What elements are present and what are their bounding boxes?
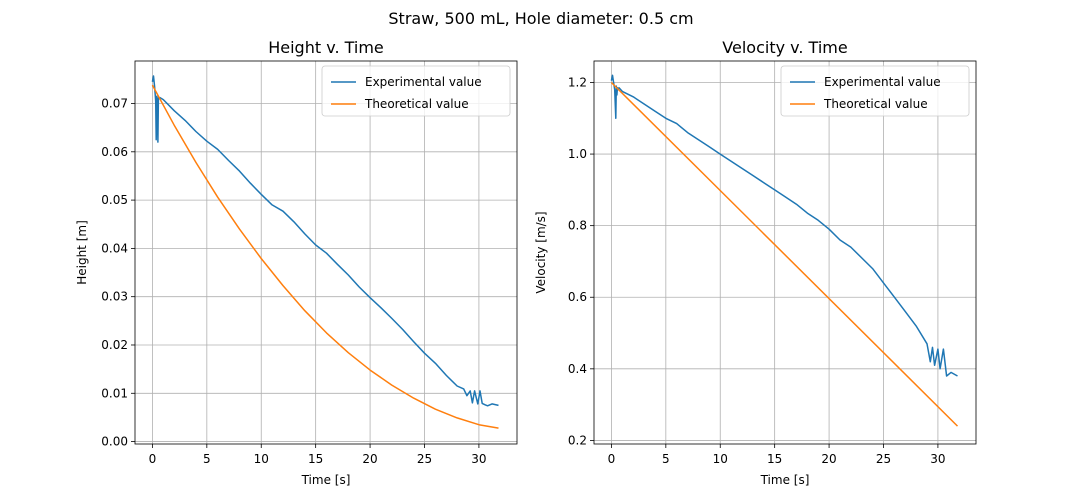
height-xtick-label-1: 5 — [203, 452, 211, 466]
velocity-ylabel: Velocity [m/s] — [534, 211, 548, 293]
velocity-xtick-label-6: 30 — [930, 452, 945, 466]
velocity-legend-box — [780, 65, 970, 117]
velocity-ytick-label-1: 0.4 — [568, 362, 587, 376]
height-xlabel: Time [s] — [301, 473, 351, 487]
height-ytick-label-3: 0.03 — [101, 290, 128, 304]
velocity-series-1-line — [610, 81, 959, 427]
velocity-legend-label-1: Theoretical value — [823, 97, 928, 111]
velocity-legend: Experimental value Theoretical value — [780, 65, 970, 117]
velocity-axes-frame — [593, 60, 977, 445]
height-title: Height v. Time — [268, 38, 384, 57]
height-ytick-label-4: 0.04 — [101, 241, 128, 255]
height-xtick-label-3: 15 — [308, 452, 323, 466]
height-chart: 0 5 10 15 20 25 30 0.00 0.01 0.02 0.03 0.04 0.05 0.06… — [75, 38, 518, 487]
velocity-ytick-label-2: 0.6 — [568, 290, 587, 304]
height-series-1-line — [151, 84, 499, 429]
height-series-0-line — [151, 75, 499, 407]
height-xtick-label-2: 10 — [254, 452, 269, 466]
height-legend-label-1: Theoretical value — [364, 97, 469, 111]
height-ytick-label-7: 0.07 — [101, 97, 128, 111]
height-ytick-label-0: 0.00 — [101, 435, 128, 449]
height-xtick-label-0: 0 — [149, 452, 157, 466]
height-xtick-label-6: 30 — [471, 452, 486, 466]
velocity-xtick-label-5: 25 — [876, 452, 891, 466]
velocity-xtick-label-4: 20 — [821, 452, 836, 466]
velocity-xtick-label-0: 0 — [608, 452, 616, 466]
height-xtick-label-4: 20 — [362, 452, 377, 466]
height-ytick-label-6: 0.06 — [101, 145, 128, 159]
velocity-legend-label-0: Experimental value — [824, 75, 941, 89]
velocity-ytick-label-3: 0.8 — [568, 219, 587, 233]
velocity-xlabel: Time [s] — [760, 473, 810, 487]
velocity-title: Velocity v. Time — [722, 38, 847, 57]
height-ytick-label-5: 0.05 — [101, 193, 128, 207]
height-legend-label-0: Experimental value — [365, 75, 482, 89]
height-legend-box — [321, 65, 511, 117]
height-legend: Experimental value Theoretical value — [321, 65, 511, 117]
velocity-xtick-label-2: 10 — [713, 452, 728, 466]
height-ylabel: Height [m] — [75, 220, 89, 285]
figure-suptitle: Straw, 500 mL, Hole diameter: 0.5 cm — [388, 9, 693, 28]
height-ytick-label-2: 0.02 — [101, 338, 128, 352]
velocity-ytick-label-4: 1.0 — [568, 147, 587, 161]
velocity-ytick-label-0: 0.2 — [568, 433, 587, 447]
velocity-chart: 0 5 10 15 20 25 30 0.2 0.4 0.6 0.8 1.0 1.2 Velocity v… — [534, 38, 977, 487]
height-xtick-label-5: 25 — [417, 452, 432, 466]
height-ytick-label-1: 0.01 — [101, 386, 128, 400]
velocity-xtick-label-3: 15 — [767, 452, 782, 466]
velocity-ytick-label-5: 1.2 — [568, 75, 587, 89]
height-axes-frame — [134, 60, 518, 445]
velocity-xtick-label-1: 5 — [662, 452, 670, 466]
